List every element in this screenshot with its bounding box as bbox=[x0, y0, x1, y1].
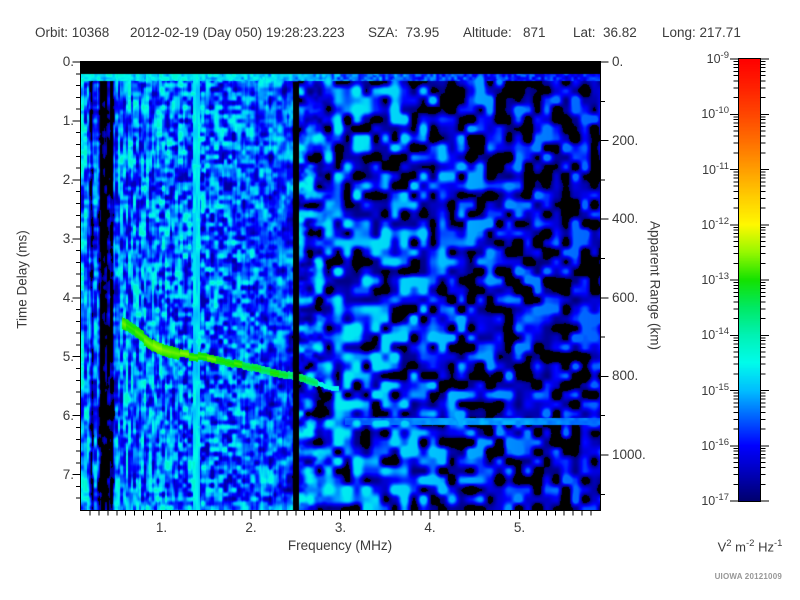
colorbar-tick-label: 10-15 bbox=[701, 381, 729, 398]
colorbar-tick-label: 10-11 bbox=[702, 160, 729, 177]
y-tick-label: 3. bbox=[62, 230, 74, 246]
colorbar-tick-label: 10-12 bbox=[701, 215, 729, 232]
y2-tick-label: 800. bbox=[612, 368, 639, 384]
y-tick-label: 4. bbox=[62, 289, 74, 305]
credit-text: UIOWA 20121009 bbox=[714, 572, 782, 581]
x-tick-label: 2. bbox=[245, 520, 257, 535]
x-tick-label: 1. bbox=[155, 520, 168, 535]
header-field: Long: 217.71 bbox=[662, 25, 741, 40]
x-tick-label: 5. bbox=[513, 520, 526, 535]
y-tick-label: 6. bbox=[62, 407, 74, 423]
y-tick-label: 5. bbox=[62, 348, 74, 364]
y-tick-label: 7. bbox=[62, 466, 74, 482]
colorbar-tick-label: 10-17 bbox=[701, 492, 729, 509]
y2-tick-label: 0. bbox=[612, 54, 624, 69]
y2-tick-label: 1000. bbox=[612, 446, 646, 462]
colorbar-tick-label: 10-10 bbox=[701, 105, 729, 122]
header-field: 2012-02-19 (Day 050) 19:28:23.223 bbox=[130, 25, 345, 40]
y2-tick-label: 400. bbox=[612, 211, 639, 227]
y-tick-label: 2. bbox=[62, 171, 74, 187]
colorbar-tick-label: 10-14 bbox=[701, 326, 729, 343]
x-tick-label: 4. bbox=[424, 520, 436, 535]
spectrogram-frame bbox=[80, 61, 601, 511]
x-axis-title: Frequency (MHz) bbox=[287, 538, 393, 553]
header-field: Altitude: 871 bbox=[463, 25, 546, 40]
y-tick-label: 1. bbox=[62, 112, 74, 128]
colorbar-frame bbox=[738, 58, 761, 502]
header-field: Lat: 36.82 bbox=[573, 25, 637, 40]
y-axis-title: Time Delay (ms) bbox=[14, 230, 30, 329]
spectrogram-canvas bbox=[81, 62, 600, 510]
colorbar-tick-label: 10-13 bbox=[701, 271, 729, 288]
colorbar-canvas bbox=[739, 59, 760, 501]
header-field: SZA: 73.95 bbox=[368, 25, 440, 40]
colorbar-tick-label: 10-9 bbox=[706, 50, 729, 67]
header-field: Orbit: 10368 bbox=[35, 25, 110, 40]
y2-tick-label: 200. bbox=[612, 132, 639, 148]
colorbar-tick-label: 10-16 bbox=[701, 436, 729, 453]
colorbar-units: V2 m-2 Hz-1 bbox=[717, 538, 783, 555]
x-tick-label: 3. bbox=[334, 520, 347, 535]
y-tick-label: 0. bbox=[62, 54, 74, 69]
y2-tick-label: 600. bbox=[612, 289, 639, 305]
